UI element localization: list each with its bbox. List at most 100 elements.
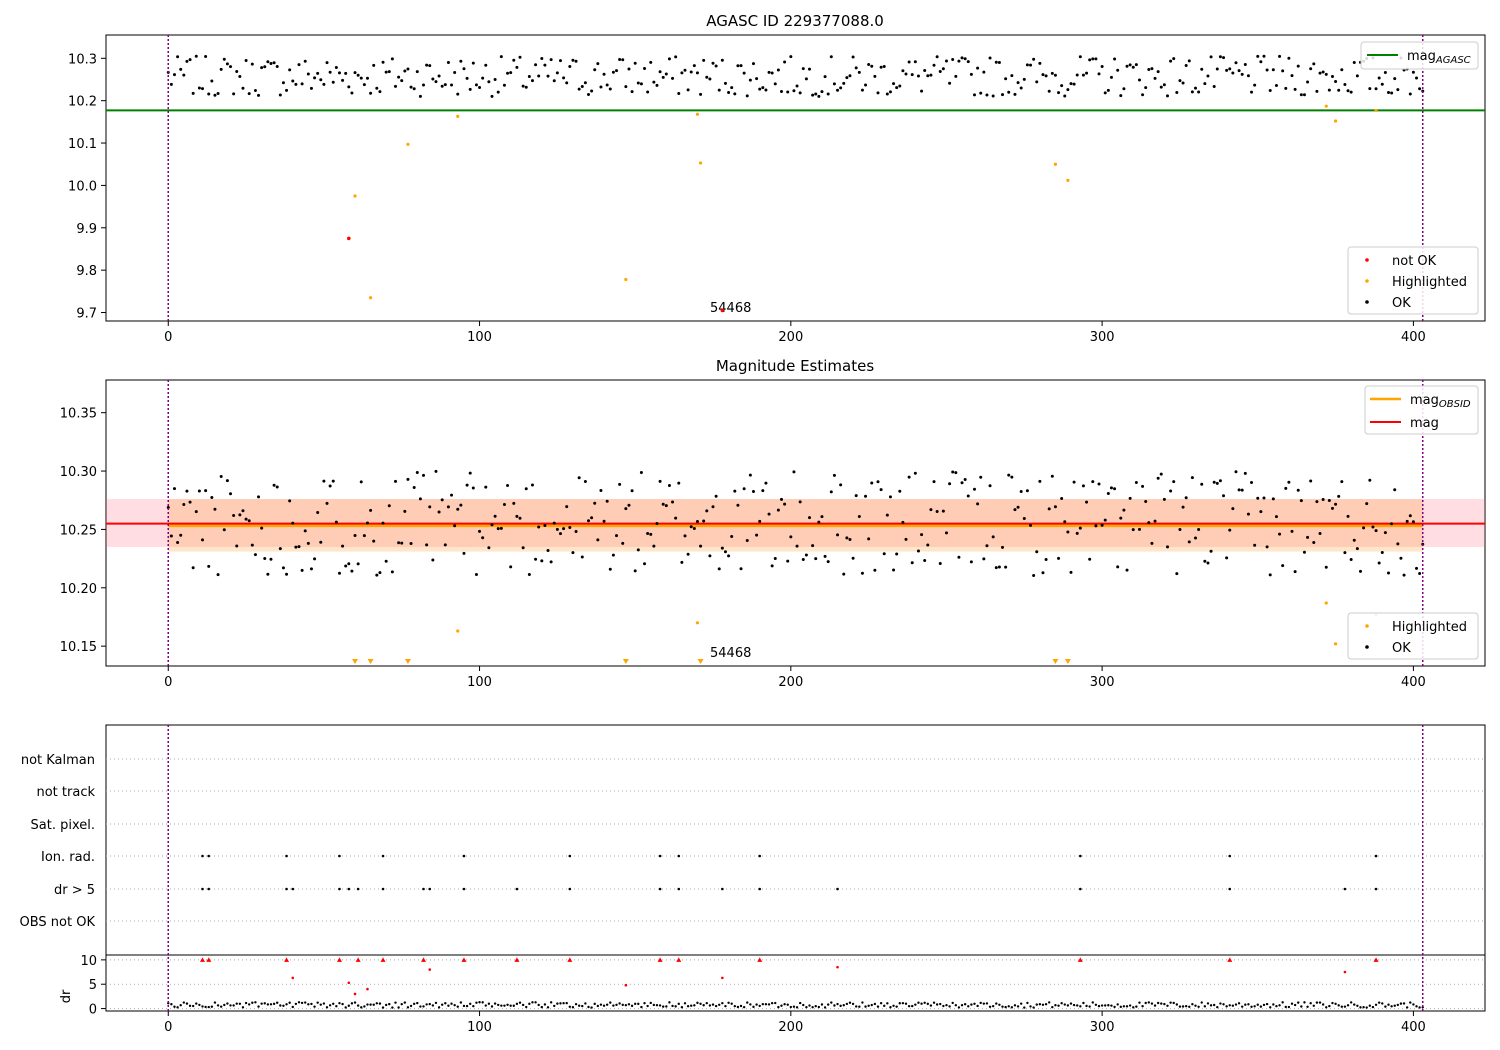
panel1-ok-point-342 (1231, 71, 1235, 75)
panel1-notok-point-1 (720, 308, 725, 313)
panel1-ok-point-322 (1169, 59, 1173, 63)
panel3-dr-point-6 (185, 1002, 189, 1005)
panel1-ok-point-39 (288, 68, 292, 72)
panel2-ok-point-203 (798, 500, 802, 504)
panel1-ok-point-104 (490, 94, 494, 98)
panel1-ok-point-158 (658, 70, 662, 74)
panel3-dr-point-22 (235, 1002, 238, 1005)
panel2-ok-point-186 (745, 539, 749, 543)
panel3-dr-point-5 (182, 1001, 186, 1004)
panel2-ok-point-269 (1004, 565, 1008, 569)
panel2-ok-point-270 (1007, 473, 1011, 477)
panel3-dr-point-331 (1197, 1005, 1200, 1008)
panel1-ok-point-265 (991, 94, 995, 98)
panel1-ok-point-305 (1116, 68, 1120, 72)
panel2-ok-point-157 (655, 522, 659, 526)
panel1-ok-point-278 (1032, 57, 1036, 61)
panel3-dr-point-1 (170, 1003, 173, 1006)
panel1-ok-point-292 (1075, 73, 1079, 77)
panel2-ok-point-120 (540, 559, 544, 563)
panel3-flag-point-4-18 (1079, 887, 1082, 891)
panel1-ok-point-52 (328, 70, 332, 74)
panel2-ok-point-293 (1078, 526, 1082, 530)
panel3-dr-point-102 (484, 1004, 487, 1007)
panel3-dr-outlier-1 (206, 957, 212, 962)
panel1-ok-point-245 (929, 73, 933, 77)
panel2-ok-point-217 (842, 572, 846, 576)
panel2-ok-point-128 (565, 505, 569, 509)
panel2-ok-point-102 (484, 485, 488, 489)
panel3-dr-point-227 (873, 1002, 877, 1006)
panel3-dr-point-77 (406, 1006, 410, 1009)
panel2-ok-point-29 (257, 495, 261, 499)
panel2-ok-point-173 (705, 509, 709, 513)
panel3-dr-point-74 (397, 1006, 400, 1009)
panel1-ok-point-123 (549, 58, 553, 62)
panel2-title: Magnitude Estimates (716, 357, 874, 375)
panel2-ok-point-262 (982, 557, 986, 561)
panel2-ok-point-89 (443, 543, 447, 547)
panel3-flag-point-4-5 (347, 887, 351, 891)
panel1-ok-point-140 (602, 72, 606, 76)
panel3-dr-point-66 (372, 1003, 375, 1006)
panel3-dr-point-21 (232, 1004, 235, 1007)
panel3-dr-point-105 (493, 1002, 497, 1005)
panel3-dr-point-138 (596, 1004, 600, 1008)
panel1-ok-point-10 (197, 86, 201, 90)
panel3-dr-point-346 (1244, 1003, 1247, 1006)
panel2-ok-point-54 (334, 520, 338, 524)
panel3-dr-outlier-0 (199, 957, 205, 962)
panel3-flag-point-3-7 (658, 854, 662, 858)
panel3-dr-point-276 (1026, 1001, 1029, 1005)
panel2-ok-point-242 (920, 533, 924, 537)
panel1-ok-point-109 (506, 71, 510, 75)
panel1-ok-point-365 (1302, 93, 1306, 97)
panel1-ok-point-343 (1234, 61, 1238, 65)
panel3-dr-point-47 (313, 1005, 316, 1008)
panel2-ok-point-103 (487, 546, 491, 550)
panel2-ok-point-149 (630, 489, 634, 493)
panel2-ok-point-288 (1063, 520, 1067, 524)
panel3-dr-point-219 (848, 1001, 852, 1004)
panel1-ok-point-53 (331, 80, 335, 84)
panel2-ok-point-174 (708, 554, 712, 558)
panel1-ok-point-288 (1063, 94, 1067, 98)
panel1-ok-point-15 (213, 93, 217, 97)
panel1-ok-point-213 (829, 55, 833, 59)
panel2-ok-point-148 (627, 503, 631, 507)
panel3-dr-point-171 (699, 1002, 702, 1005)
panel3-dr-point-84 (428, 1002, 431, 1006)
panel3-dr-point-221 (855, 1005, 858, 1008)
panel1-legend-swatch-2 (1365, 300, 1369, 304)
panel3-dr-point-306 (1119, 1005, 1122, 1009)
panel2-ok-point-197 (779, 497, 783, 501)
panel3-dr-point-228 (876, 1005, 880, 1008)
panel3-dr-outlier-8 (366, 987, 369, 991)
panel2-ok-point-52 (328, 484, 332, 488)
panel1-ok-point-388 (1374, 87, 1378, 91)
panel1-ok-point-371 (1321, 70, 1325, 74)
panel2-ok-point-399 (1408, 514, 1412, 518)
panel1-ok-point-354 (1268, 88, 1272, 92)
panel3-dr-point-309 (1128, 1004, 1132, 1007)
panel3-dr-point-53 (332, 1002, 335, 1005)
panel3-flag-point-4-10 (462, 887, 466, 891)
panel2-ok-point-53 (331, 479, 335, 483)
panel3-dr-point-114 (521, 1003, 525, 1007)
panel2-ok-point-260 (976, 502, 980, 506)
panel2-ok-point-161 (667, 484, 671, 488)
panel2-ok-point-188 (751, 489, 755, 493)
panel2-ok-point-1 (169, 534, 173, 538)
panel1-ok-point-284 (1050, 71, 1054, 75)
panel3-dr-point-364 (1300, 1005, 1303, 1008)
panel3-dr-point-382 (1356, 1004, 1359, 1008)
panel3-dr-point-92 (453, 1003, 456, 1007)
panel3-dr-outlier-3 (291, 976, 295, 980)
panel2-ok-point-292 (1075, 531, 1079, 535)
panel2-ok-point-36 (278, 547, 282, 551)
panel2-ok-point-33 (269, 557, 273, 561)
panel2-ok-point-377 (1340, 480, 1344, 484)
panel1-ok-point-260 (976, 66, 980, 70)
panel2-ok-point-351 (1259, 510, 1263, 514)
panel2-ok-point-296 (1088, 557, 1092, 561)
